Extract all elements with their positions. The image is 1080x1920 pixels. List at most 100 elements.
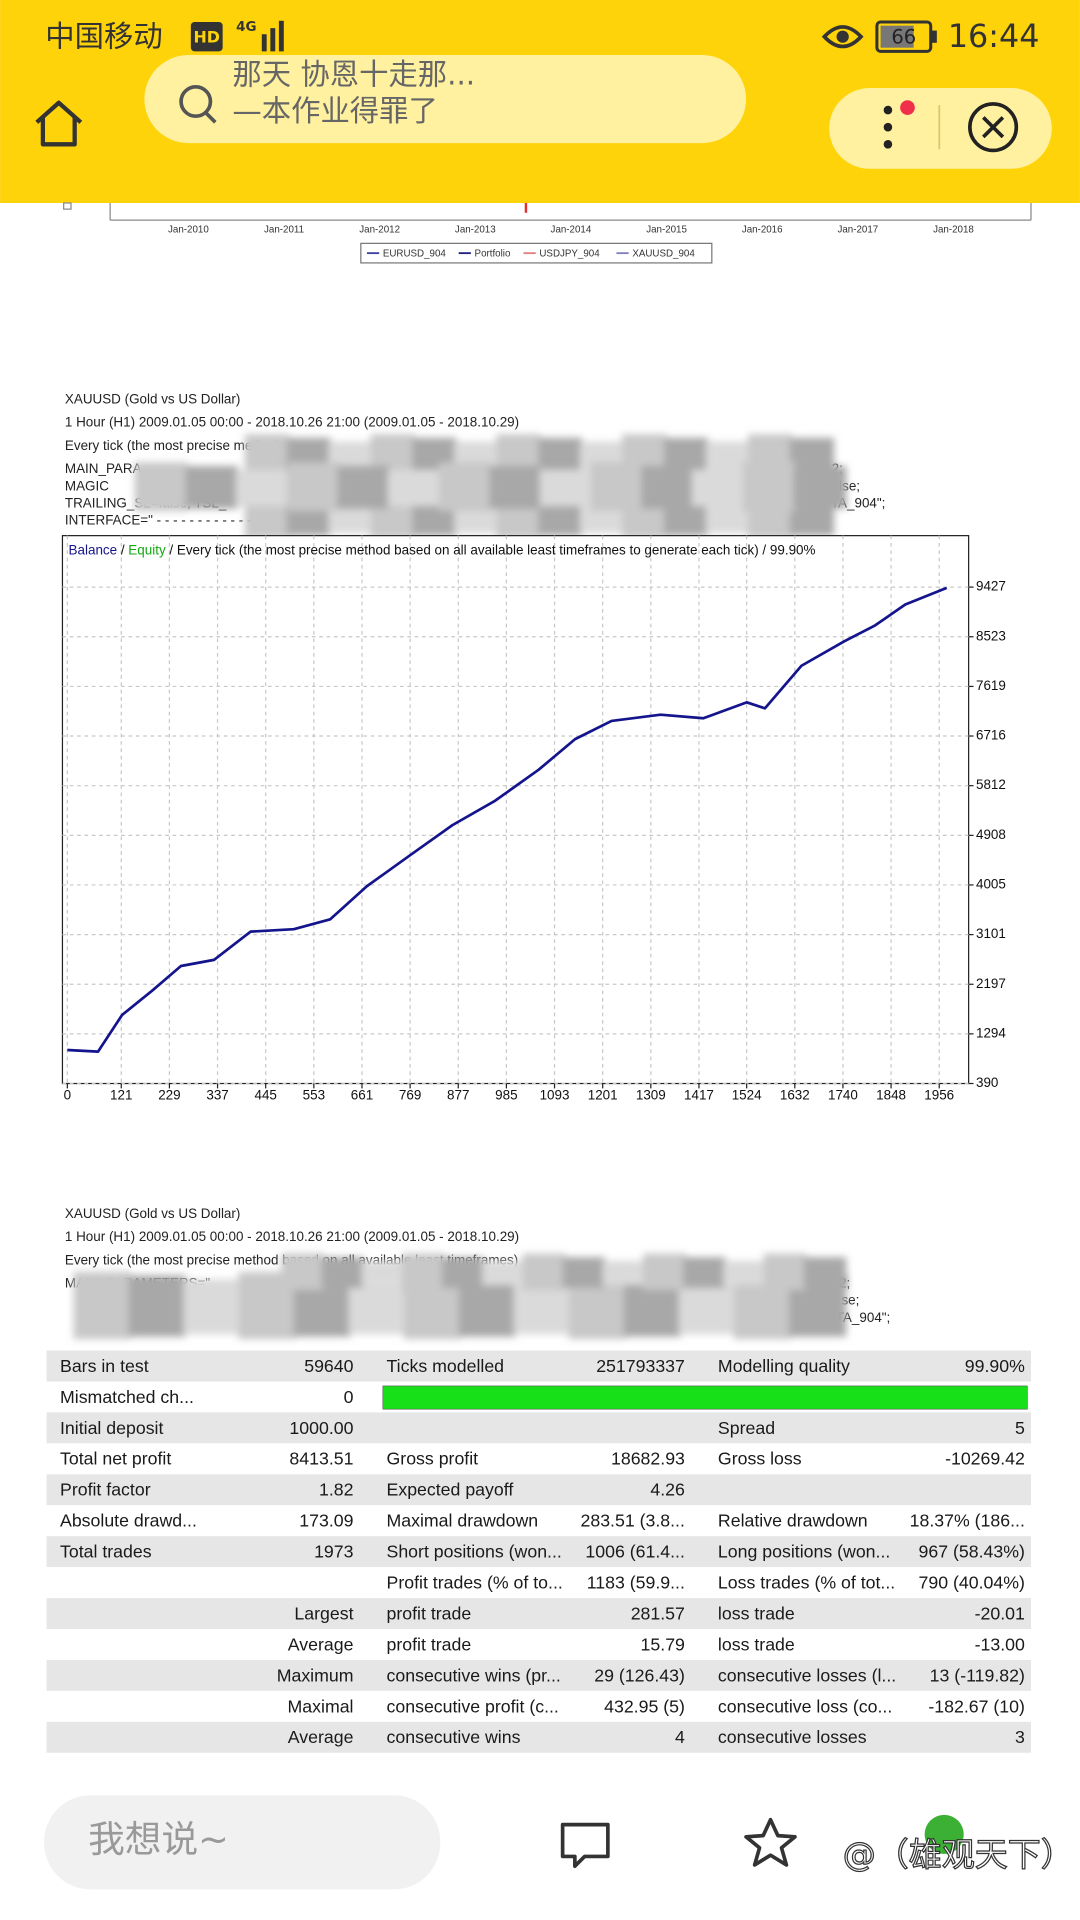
redaction-block (562, 1257, 606, 1288)
redaction-block (723, 1260, 766, 1286)
comment-placeholder: 我想说~ (88, 1818, 229, 1861)
table-cell: 0 (344, 1387, 354, 1407)
x-tick-label: 1417 (684, 1087, 714, 1102)
redaction-block (763, 1253, 807, 1291)
comment-input[interactable] (44, 1795, 441, 1890)
report-line: XAUUSD (Gold vs US Dollar) (65, 1206, 240, 1221)
table-cell: 1183 (59.9... (587, 1573, 685, 1593)
search-icon (179, 84, 213, 119)
redaction-block (134, 462, 188, 512)
x-tick-label: 1848 (876, 1087, 906, 1102)
table-cell: Average (288, 1634, 354, 1654)
report-line: Every tick (the most precise method (65, 438, 279, 453)
marker (63, 202, 72, 210)
y-tick-label: 2197 (976, 976, 1006, 991)
search-text: 那天 协恩十走那... (232, 57, 475, 91)
table-cell: Profit trades (% of to... (387, 1573, 563, 1593)
close-button[interactable] (968, 102, 1019, 153)
table-cell: 18.37% (186... (910, 1511, 1025, 1531)
table-cell: Spread (718, 1418, 775, 1438)
report-line: 1 Hour (H1) 2009.01.05 00:00 - 2018.10.2… (65, 1229, 519, 1244)
legend-sep: / (117, 542, 128, 557)
legend-label: USDJPY_904 (539, 248, 600, 259)
table-cell: Profit factor (60, 1480, 151, 1500)
redaction-block (641, 465, 695, 509)
table-cell: -10269.42 (945, 1449, 1025, 1469)
redaction-block (438, 462, 492, 512)
redaction-block (73, 1271, 131, 1340)
y-tick-label: 4005 (976, 876, 1006, 891)
table-cell: loss trade (718, 1603, 795, 1623)
table-cell: loss trade (718, 1634, 795, 1654)
table-cell: Bars in test (60, 1356, 149, 1376)
table-cell: Total net profit (60, 1449, 171, 1469)
x-tick-label: Jan-2013 (455, 224, 496, 235)
table-cell: 15.79 (641, 1634, 685, 1654)
legend-label: Equity (128, 542, 166, 557)
redaction-block (387, 469, 442, 507)
y-tick-label: 1294 (976, 1025, 1006, 1040)
redaction-block (361, 1260, 405, 1286)
redaction-block (183, 1279, 241, 1335)
favorite-button[interactable] (744, 1817, 797, 1867)
home-button[interactable] (35, 100, 83, 147)
clock: 16:44 (948, 18, 1040, 55)
table-cell: Short positions (won... (387, 1542, 562, 1562)
table-row (46, 1443, 1032, 1475)
table-cell: 8413.51 (289, 1449, 353, 1469)
table-cell: -20.01 (975, 1603, 1025, 1623)
table-cell: Gross profit (387, 1449, 479, 1469)
quality-bar (382, 1385, 1028, 1410)
redaction-block (337, 465, 391, 509)
table-cell: 432.95 (5) (604, 1696, 685, 1716)
table-cell: 5 (1015, 1418, 1025, 1438)
table-cell: 4 (675, 1727, 685, 1747)
legend-box (360, 242, 713, 264)
table-cell: 29 (126.43) (594, 1665, 685, 1685)
table-cell: 790 (40.04%) (919, 1573, 1025, 1593)
table-cell: Long positions (won... (718, 1542, 890, 1562)
x-tick-label: 553 (303, 1087, 325, 1102)
network: 4G (236, 20, 256, 35)
x-tick-label: Jan-2014 (551, 224, 592, 235)
redaction-block (489, 465, 543, 509)
x-tick-label: 1740 (828, 1087, 858, 1102)
x-tick-label: Jan-2015 (646, 224, 687, 235)
table-cell: Ticks modelled (387, 1356, 505, 1376)
x-tick-label: 1093 (540, 1087, 570, 1102)
x-tick-label: Jan-2018 (933, 224, 974, 235)
table-cell: 18682.93 (611, 1449, 685, 1469)
x-tick-label: 1309 (636, 1087, 666, 1102)
x-tick-label: Jan-2011 (264, 224, 304, 235)
redaction-block (401, 1253, 445, 1291)
chart-legend: Balance / Equity / Every tick (the most … (69, 542, 816, 557)
y-tick-label: 6716 (976, 728, 1006, 743)
redaction-block (281, 1253, 324, 1291)
table-cell: 1973 (314, 1542, 354, 1562)
table-cell: -13.00 (975, 1634, 1025, 1654)
x-tick-label: Jan-2012 (359, 224, 400, 235)
search-box[interactable] (144, 55, 747, 144)
redaction-block (683, 1257, 726, 1288)
menu-capsule (829, 88, 1052, 169)
carrier: 中国移动 (45, 19, 162, 53)
table-cell: 1006 (61.4... (585, 1542, 685, 1562)
table-cell: 1000.00 (289, 1418, 353, 1438)
redaction-block (539, 469, 594, 507)
table-cell: -182.67 (10) (928, 1696, 1025, 1716)
table-row (46, 1721, 1032, 1753)
table-row (46, 1350, 1032, 1382)
more-button[interactable] (883, 100, 915, 149)
table-cell: 967 (58.43%) (919, 1542, 1025, 1562)
table-cell: 281.57 (631, 1603, 685, 1623)
legend-label: EURUSD_904 (383, 248, 447, 259)
x-tick-label: 0 (64, 1087, 71, 1102)
plot-area (61, 535, 970, 1085)
x-tick-label: 229 (158, 1087, 180, 1102)
comment-button[interactable] (560, 1822, 610, 1869)
x-tick-label: 1632 (780, 1087, 810, 1102)
redaction (281, 1253, 847, 1291)
share-button[interactable] (924, 1814, 964, 1854)
x-tick-label: Jan-2016 (742, 224, 783, 235)
legend-label: Balance (69, 542, 118, 557)
